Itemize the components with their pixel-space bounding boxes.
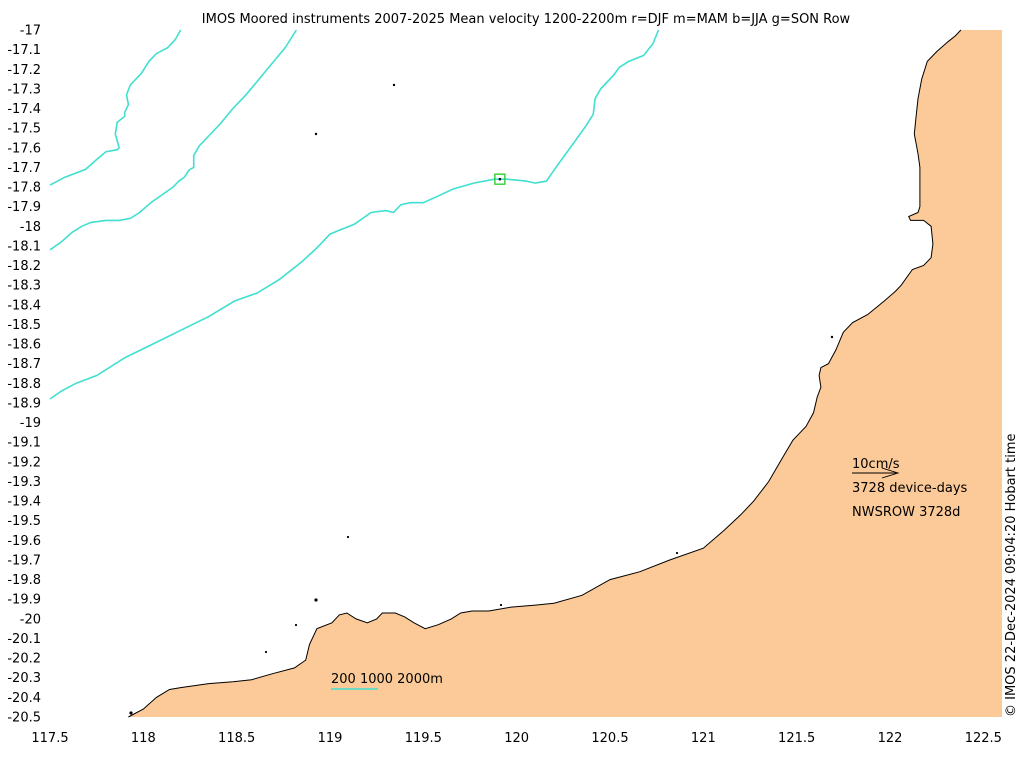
y-tick-label: -18.9 xyxy=(7,396,41,411)
island xyxy=(675,551,679,555)
isobath-200m xyxy=(49,29,182,186)
speed-scale-label: 10cm/s xyxy=(852,457,900,472)
station-dot xyxy=(498,177,502,181)
y-tick-label: -18.7 xyxy=(7,357,41,372)
speed-arrow-icon xyxy=(852,467,900,479)
x-tick-label: 122.5 xyxy=(965,731,1002,746)
y-tick-label: -17.7 xyxy=(7,161,41,176)
island xyxy=(499,603,503,607)
y-tick-label: -17.4 xyxy=(7,102,41,117)
station-label: NWSROW 3728d xyxy=(852,505,960,520)
isobath-layer xyxy=(49,29,660,400)
y-tick-label: -17.8 xyxy=(7,181,41,196)
y-tick-label: -18.2 xyxy=(7,259,41,274)
y-tick-label: -20 xyxy=(20,612,41,627)
x-tick-label: 120.5 xyxy=(591,731,628,746)
y-tick-label: -17.5 xyxy=(7,122,41,137)
y-tick-label: -19.3 xyxy=(7,475,41,490)
y-tick-label: -20.4 xyxy=(7,691,41,706)
y-tick-label: -19 xyxy=(20,416,41,431)
y-tick-label: -17 xyxy=(20,24,41,39)
isobath-2000m xyxy=(49,29,660,400)
device-days-label: 3728 device-days xyxy=(852,481,968,496)
y-tick-label: -18.4 xyxy=(7,298,41,313)
x-axis-ticks: 117.5 118 118.5 119 119.5 120 120.5 121 121.5 122… xyxy=(31,731,1002,746)
y-axis-ticks: -17 -17.1 -17.2 -17.3 -17.4 -17.5 -17.6 -17.7 -1… xyxy=(7,24,41,726)
y-tick-label: -17.1 xyxy=(7,43,41,58)
isobath-1000m xyxy=(49,29,298,251)
island xyxy=(294,623,298,627)
island xyxy=(314,598,318,602)
y-tick-label: -19.6 xyxy=(7,534,41,549)
y-tick-label: -18.8 xyxy=(7,377,41,392)
y-tick-label: -19.9 xyxy=(7,593,41,608)
y-tick-label: -20.5 xyxy=(7,711,41,726)
station-box[interactable] xyxy=(494,173,506,185)
x-tick-label: 119.5 xyxy=(405,731,442,746)
y-tick-label: -17.9 xyxy=(7,200,41,215)
x-tick-label: 121 xyxy=(691,731,716,746)
x-tick-label: 120 xyxy=(504,731,529,746)
x-tick-label: 117.5 xyxy=(31,731,68,746)
y-tick-label: -17.3 xyxy=(7,82,41,97)
isobaths-legend-label: 200 1000 2000m xyxy=(331,672,443,687)
land-mass xyxy=(128,30,1002,717)
y-tick-label: -18 xyxy=(20,220,41,235)
x-tick-label: 119 xyxy=(318,731,343,746)
island xyxy=(830,335,834,339)
y-tick-label: -19.4 xyxy=(7,495,41,510)
y-tick-label: -18.6 xyxy=(7,338,41,353)
credit-label: © IMOS 22-Dec-2024 09:04:20 Hobart time xyxy=(1004,433,1019,717)
station-marker[interactable] xyxy=(494,173,506,185)
y-tick-label: -19.8 xyxy=(7,573,41,588)
island xyxy=(129,711,133,715)
x-tick-label: 121.5 xyxy=(778,731,815,746)
coastline xyxy=(128,29,962,718)
x-tick-label: 122 xyxy=(878,731,903,746)
y-tick-label: -18.5 xyxy=(7,318,41,333)
y-tick-label: -19.5 xyxy=(7,514,41,529)
plot-area[interactable] xyxy=(49,29,1002,718)
y-tick-label: -20.2 xyxy=(7,652,41,667)
map-title: IMOS Moored instruments 2007-2025 Mean v… xyxy=(202,12,851,27)
y-tick-label: -18.1 xyxy=(7,239,41,254)
y-tick-label: -20.3 xyxy=(7,671,41,686)
y-tick-label: -19.7 xyxy=(7,553,41,568)
y-tick-label: -18.3 xyxy=(7,279,41,294)
legend: 10cm/s 3728 device-days NWSROW 3728d 200… xyxy=(331,457,968,690)
y-tick-label: -19.1 xyxy=(7,436,41,451)
y-tick-label: -19.2 xyxy=(7,455,41,470)
island xyxy=(264,650,268,654)
x-tick-label: 118 xyxy=(131,731,156,746)
island xyxy=(314,132,318,136)
y-tick-label: -20.1 xyxy=(7,632,41,647)
x-tick-label: 118.5 xyxy=(218,731,255,746)
y-tick-label: -17.2 xyxy=(7,63,41,78)
islands xyxy=(129,83,834,715)
island xyxy=(346,535,350,539)
y-tick-label: -17.6 xyxy=(7,141,41,156)
island xyxy=(392,83,396,87)
